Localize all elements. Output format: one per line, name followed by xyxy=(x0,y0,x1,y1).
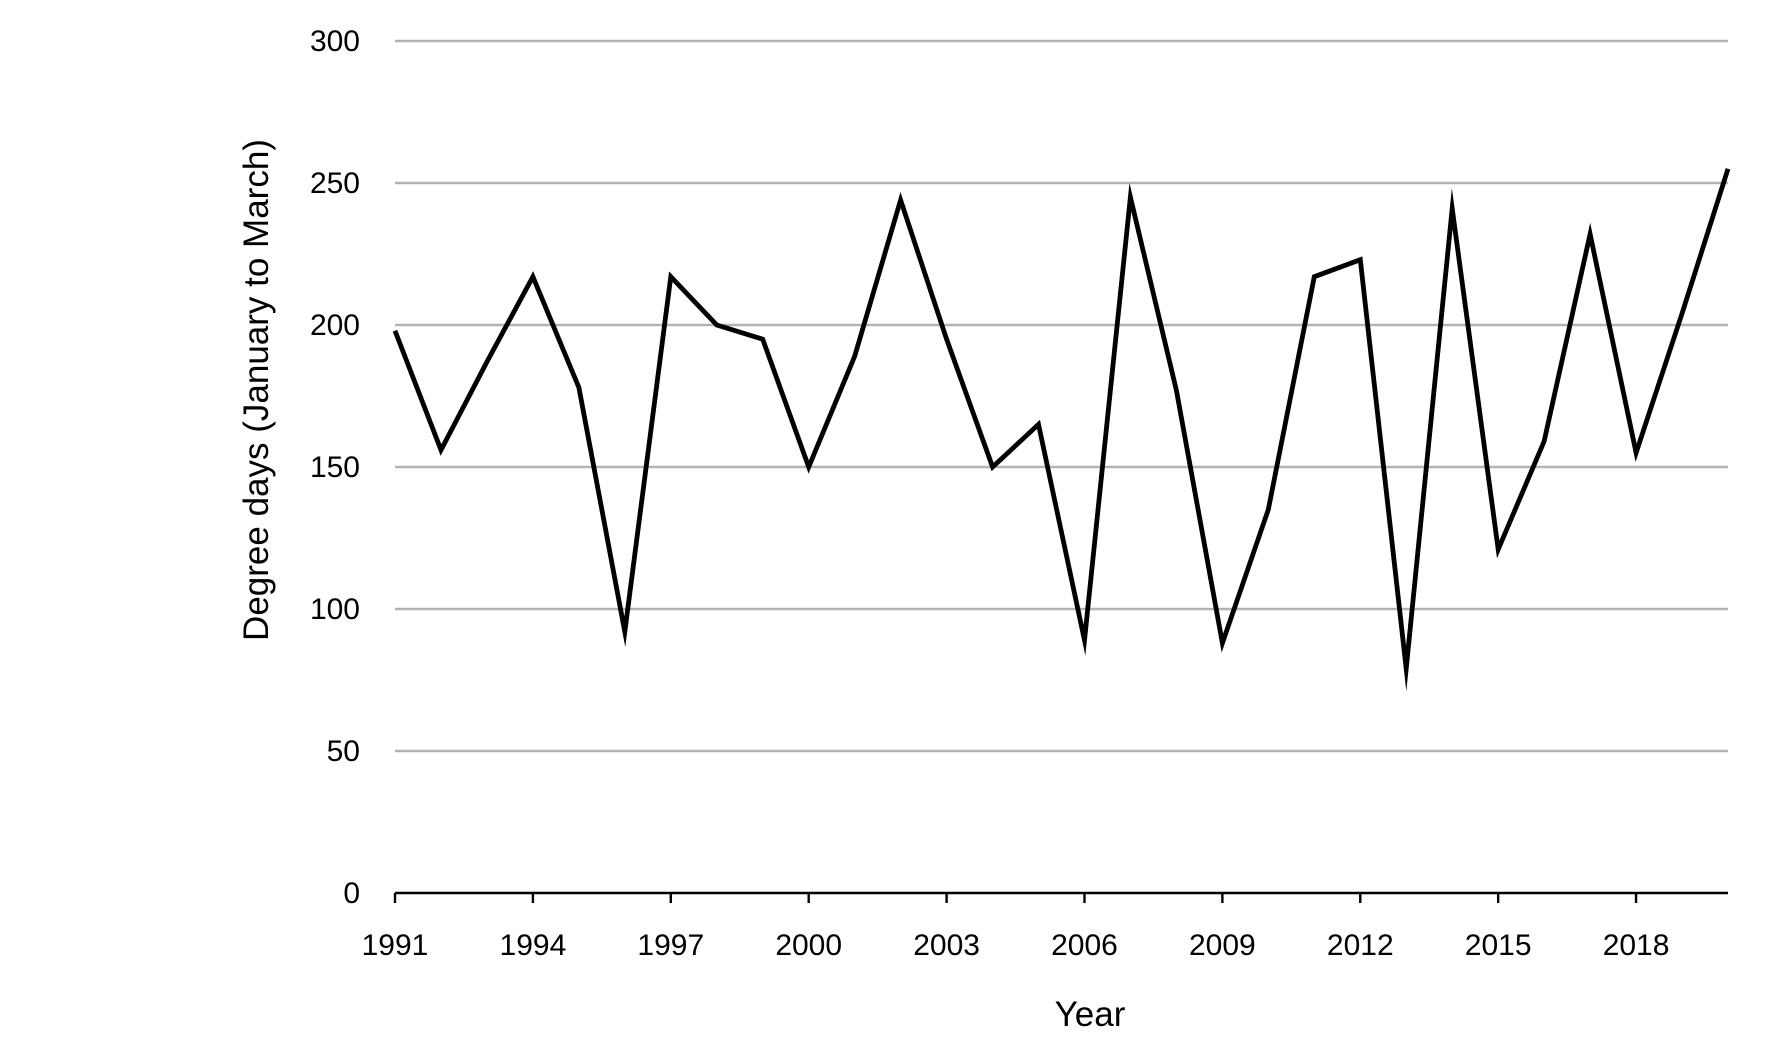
y-tick-labels: 0 50 100 150 200 250 300 xyxy=(310,25,360,910)
x-tick-label: 1994 xyxy=(500,929,567,962)
y-tick-label: 50 xyxy=(327,735,360,768)
y-tick-label: 0 xyxy=(343,877,360,910)
y-axis-label: Degree days (January to March) xyxy=(237,139,276,641)
x-tick-labels: 1991 1994 1997 2000 2003 2006 2009 2012 2015 2018 xyxy=(362,929,1670,962)
gridlines xyxy=(395,39,1728,753)
series-line-0 xyxy=(392,168,1731,692)
x-tick-label: 1997 xyxy=(637,929,704,962)
x-tick-label: 2006 xyxy=(1051,929,1118,962)
y-tick-label: 250 xyxy=(310,167,360,200)
x-tick-label: 2012 xyxy=(1327,929,1394,962)
x-axis-label: Year xyxy=(1055,995,1126,1034)
x-tick-label: 2003 xyxy=(913,929,980,962)
y-tick-label: 150 xyxy=(310,451,360,484)
series-lines xyxy=(392,168,1731,692)
y-tick-label: 100 xyxy=(310,593,360,626)
x-tick-label: 2015 xyxy=(1465,929,1532,962)
y-tick-label: 300 xyxy=(310,25,360,58)
x-tick-label: 2018 xyxy=(1603,929,1670,962)
axes xyxy=(393,891,1728,903)
x-tick-label: 2000 xyxy=(775,929,842,962)
x-tick-label: 2009 xyxy=(1189,929,1256,962)
x-tick-label: 1991 xyxy=(362,929,429,962)
y-tick-label: 200 xyxy=(310,309,360,342)
